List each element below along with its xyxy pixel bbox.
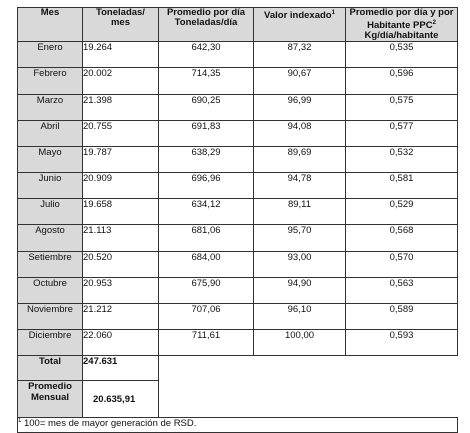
toneladas-cell: 20.002	[82, 67, 159, 95]
promedio-mensual-value: 20.635,91	[82, 380, 159, 419]
ppc-cell: 0,577	[345, 119, 458, 147]
header-valor-indexado: Valor indexado1	[253, 6, 346, 43]
header-valor-label: Valor indexado	[264, 10, 332, 22]
header-toneladas-line2: mes	[110, 17, 130, 28]
toneladas-cell: 19.264	[82, 41, 159, 69]
promedio-mensual-label: Promedio Mensual	[17, 380, 83, 419]
month-cell: Agosto	[17, 224, 83, 252]
footnote-text: 100= mes de mayor generación de RSD.	[21, 418, 197, 430]
ppc-cell: 0,532	[345, 145, 458, 174]
month-cell: Julio	[17, 198, 83, 226]
total-label: Total	[17, 355, 83, 382]
promedio-dia-cell: 634,12	[158, 198, 254, 226]
ppc-cell: 0,593	[345, 329, 458, 357]
month-cell: Setiembre	[17, 250, 83, 278]
valor-indexado-cell: 90,67	[253, 67, 346, 95]
toneladas-cell: 20.755	[82, 119, 159, 147]
month-cell: Noviembre	[17, 303, 83, 331]
valor-indexado-cell: 94,90	[253, 276, 346, 305]
toneladas-cell: 19.787	[82, 145, 159, 174]
valor-indexado-cell: 89,69	[253, 145, 346, 174]
ppc-cell: 0,581	[345, 172, 458, 200]
toneladas-cell: 22.060	[82, 329, 159, 357]
header-ppc-line3: Kg/día/habitante	[364, 30, 439, 42]
promedio-dia-cell: 690,25	[158, 93, 254, 121]
promedio-dia-cell: 691,83	[158, 119, 254, 147]
header-ppc-footnote-mark: 2	[432, 20, 436, 26]
header-ppc: Promedio por día y por Habitante PPC2 Kg…	[345, 6, 458, 43]
footnote-mark: 1	[18, 418, 22, 425]
table-row: Julio 19.658 634,12 89,11 0,529	[17, 198, 458, 226]
month-cell: Octubre	[17, 276, 83, 305]
promedio-dia-cell: 642,30	[158, 41, 254, 69]
toneladas-cell: 20.520	[82, 250, 159, 278]
toneladas-cell: 19.658	[82, 198, 159, 226]
ppc-cell: 0,529	[345, 198, 458, 226]
month-cell: Diciembre	[17, 329, 83, 357]
total-row: Total 247.631	[17, 355, 458, 382]
table-row: Febrero 20.002 714,35 90,67 0,596	[17, 67, 458, 95]
ppc-cell: 0,596	[345, 67, 458, 95]
table-row: Octubre 20.953 675,90 94,90 0,563	[17, 276, 458, 305]
promedio-dia-cell: 707,06	[158, 303, 254, 331]
footnote: 1 100= mes de mayor generación de RSD.	[17, 417, 458, 433]
promedio-dia-cell: 714,35	[158, 67, 254, 95]
toneladas-cell: 21.113	[82, 224, 159, 252]
header-toneladas: Toneladas/ mes	[82, 6, 159, 43]
toneladas-cell: 20.909	[82, 172, 159, 200]
promedio-dia-cell: 684,00	[158, 250, 254, 278]
month-cell: Marzo	[17, 93, 83, 121]
toneladas-cell: 21.398	[82, 93, 159, 121]
footnote-row: 1 100= mes de mayor generación de RSD.	[17, 417, 458, 433]
valor-indexado-cell: 94,78	[253, 172, 346, 200]
table-row: Abril 20.755 691,83 94,08 0,577	[17, 119, 458, 147]
ppc-cell: 0,575	[345, 93, 458, 121]
header-ppc-line1: Promedio por día y por	[349, 7, 454, 18]
ppc-cell: 0,535	[345, 41, 458, 69]
total-value: 247.631	[82, 355, 159, 382]
header-toneladas-line1: Toneladas/	[96, 7, 145, 18]
valor-indexado-cell: 87,32	[253, 41, 346, 69]
month-cell: Junio	[17, 172, 83, 200]
valor-indexado-cell: 93,00	[253, 250, 346, 278]
month-cell: Mayo	[17, 145, 83, 174]
table-row: Noviembre 21.212 707,06 96,10 0,589	[17, 303, 458, 331]
header-valor-footnote-mark: 1	[331, 10, 335, 16]
header-ppc-line2: Habitante PPC2	[367, 20, 436, 32]
header-mes: Mes	[17, 6, 83, 43]
valor-indexado-cell: 89,11	[253, 198, 346, 226]
promedio-dia-cell: 696,96	[158, 172, 254, 200]
valor-indexado-cell: 96,10	[253, 303, 346, 331]
header-promedio-line1: Promedio por día	[166, 7, 246, 18]
promedio-mensual-row: Promedio Mensual 20.635,91	[17, 380, 458, 419]
ppc-cell: 0,568	[345, 224, 458, 252]
ppc-cell: 0,570	[345, 250, 458, 278]
month-cell: Febrero	[17, 67, 83, 95]
header-promedio-line2: Toneladas/día	[174, 17, 238, 28]
table-row: Agosto 21.113 681,06 95,70 0,568	[17, 224, 458, 252]
header-promedio-dia: Promedio por día Toneladas/día	[158, 6, 254, 43]
table-row: Mayo 19.787 638,29 89,69 0,532	[17, 145, 458, 174]
ppc-cell: 0,589	[345, 303, 458, 331]
valor-indexado-cell: 100,00	[253, 329, 346, 357]
promedio-dia-cell: 711,61	[158, 329, 254, 357]
table-row: Marzo 21.398 690,25 96,99 0,575	[17, 93, 458, 121]
month-cell: Abril	[17, 119, 83, 147]
table-row: Junio 20.909 696,96 94,78 0,581	[17, 172, 458, 200]
month-cell: Enero	[17, 41, 83, 69]
table-row: Diciembre 22.060 711,61 100,00 0,593	[17, 329, 458, 357]
table-row: Enero 19.264 642,30 87,32 0,535	[17, 41, 458, 69]
valor-indexado-cell: 95,70	[253, 224, 346, 252]
toneladas-cell: 21.212	[82, 303, 159, 331]
promedio-dia-cell: 638,29	[158, 145, 254, 174]
promedio-dia-cell: 675,90	[158, 276, 254, 305]
toneladas-cell: 20.953	[82, 276, 159, 305]
promedio-dia-cell: 681,06	[158, 224, 254, 252]
valor-indexado-cell: 96,99	[253, 93, 346, 121]
table-row: Setiembre 20.520 684,00 93,00 0,570	[17, 250, 458, 278]
header-row: Mes Toneladas/ mes Promedio por día Tone…	[17, 6, 458, 43]
ppc-cell: 0,563	[345, 276, 458, 305]
valor-indexado-cell: 94,08	[253, 119, 346, 147]
rsd-monthly-table: Mes Toneladas/ mes Promedio por día Tone…	[17, 6, 458, 433]
